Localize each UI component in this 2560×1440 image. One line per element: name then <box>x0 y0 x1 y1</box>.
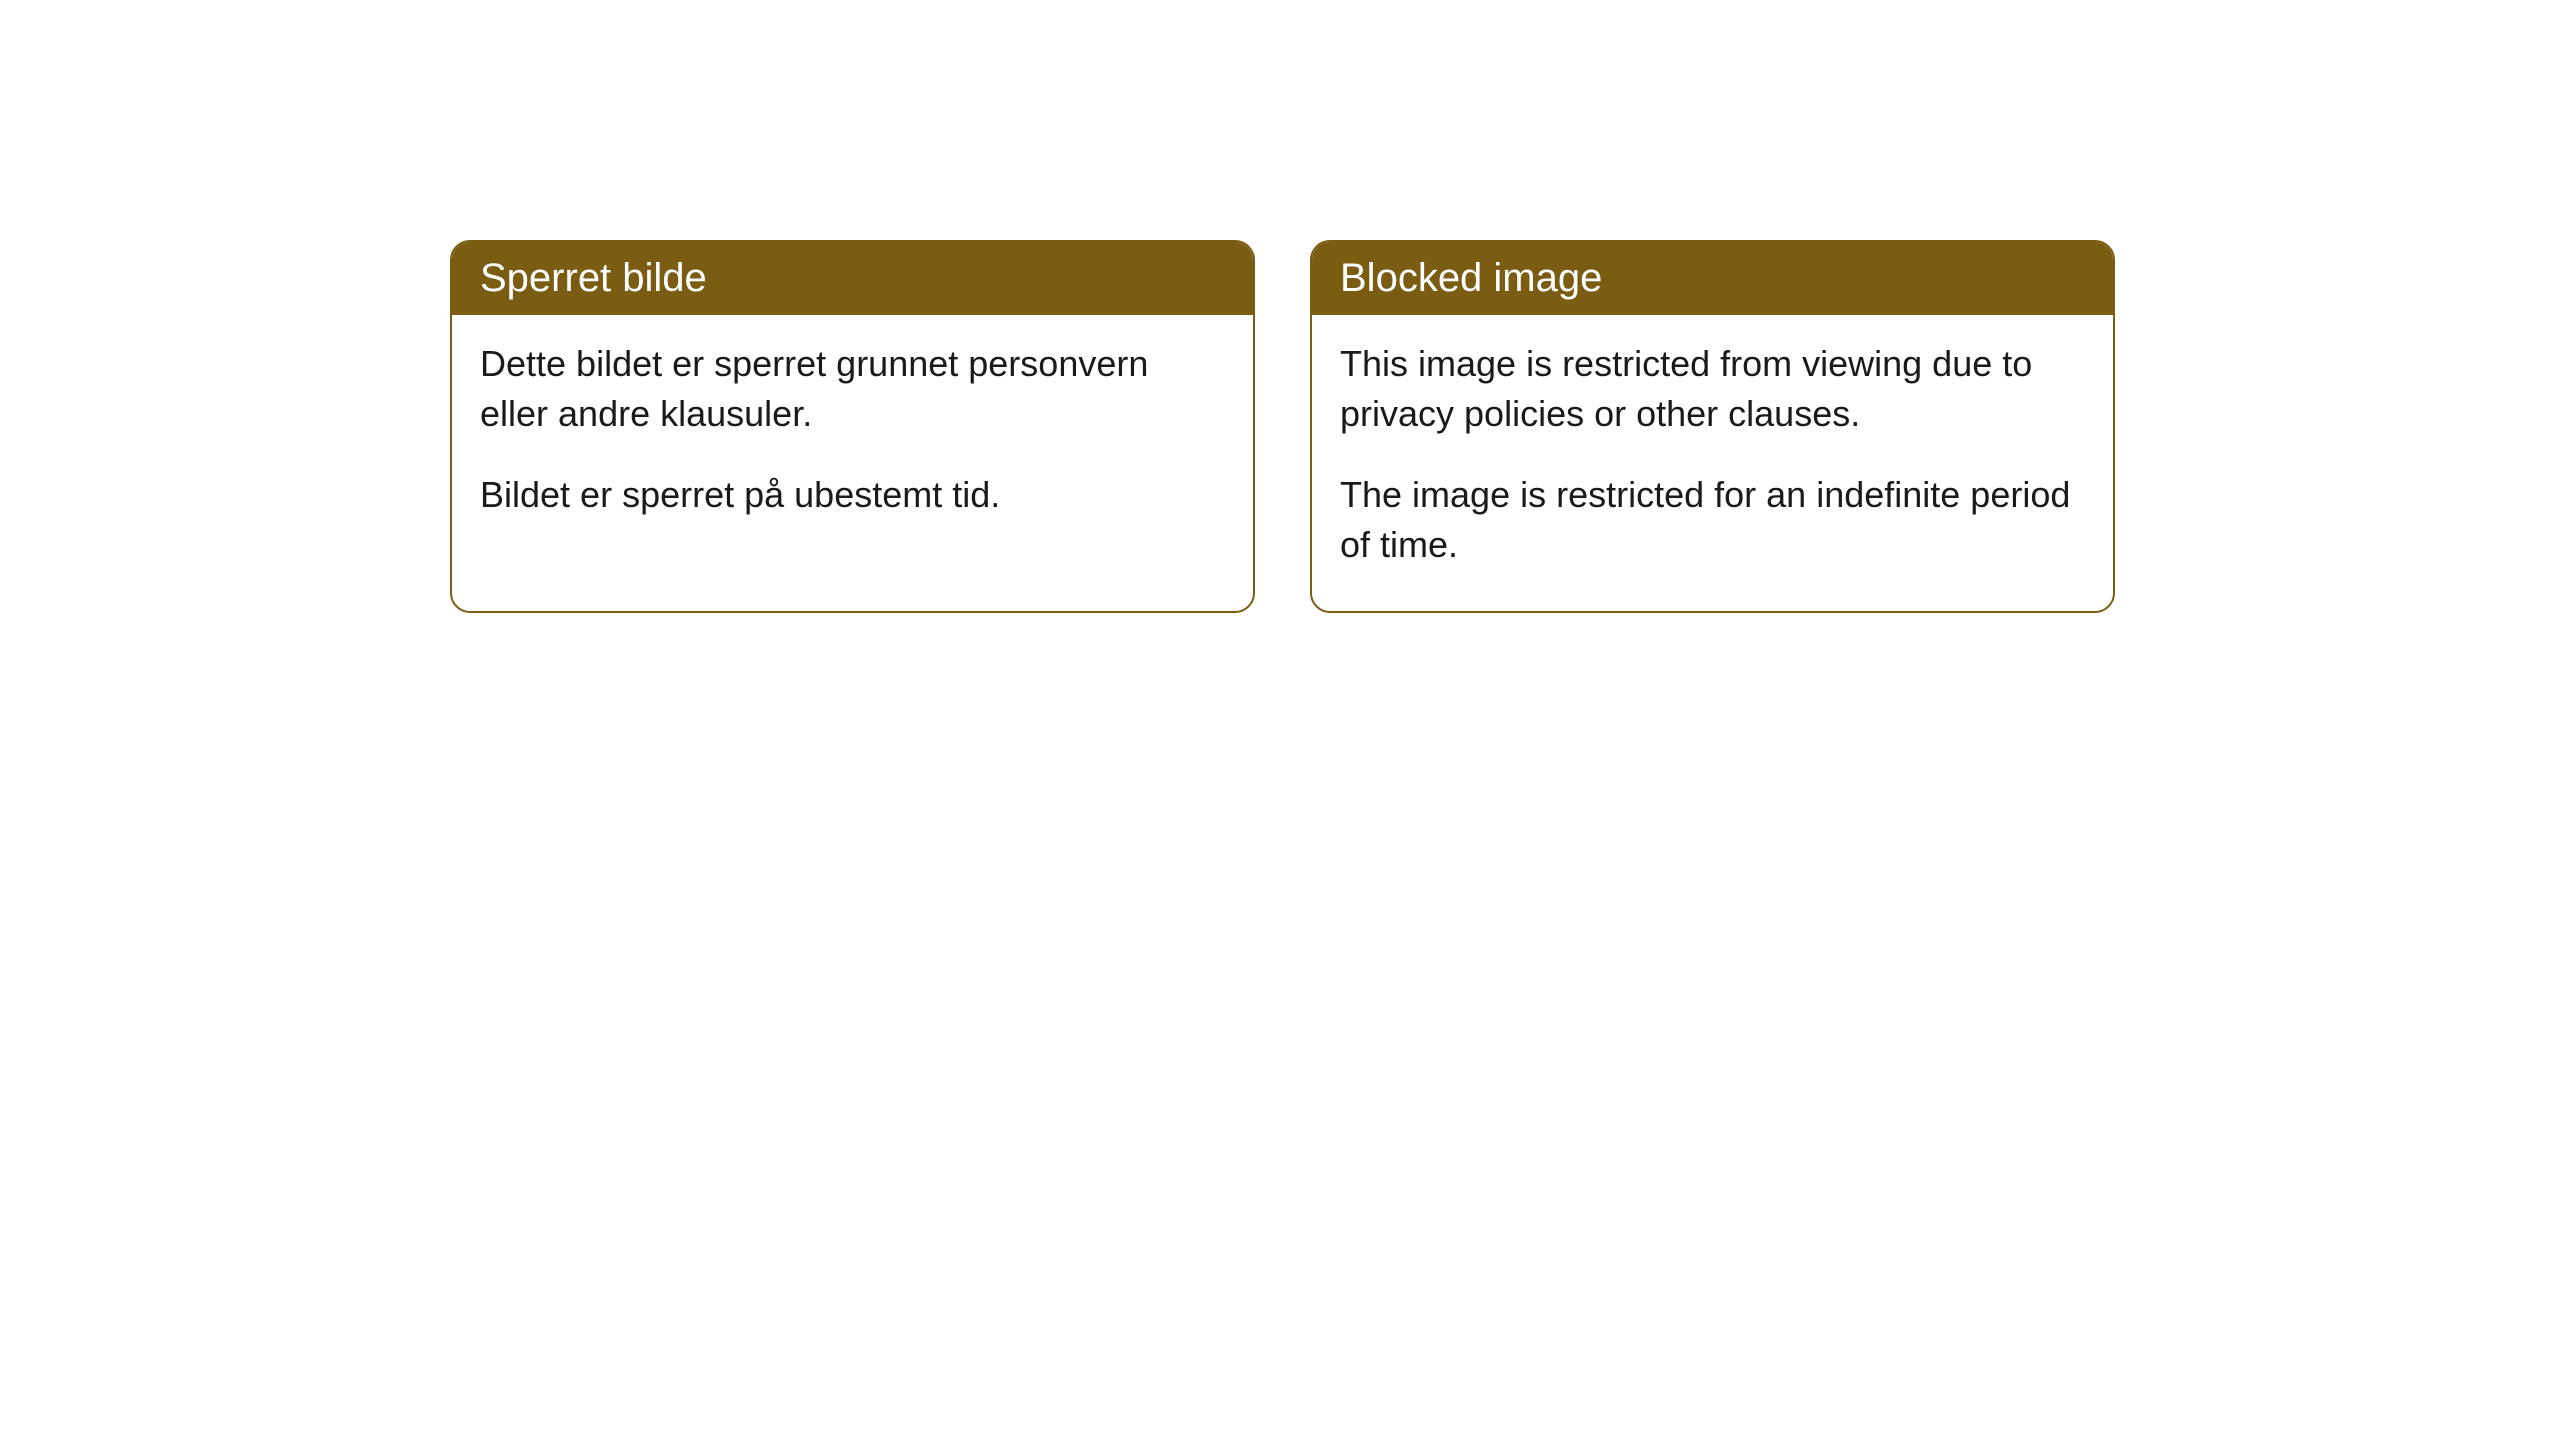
card-paragraph-2-norwegian: Bildet er sperret på ubestemt tid. <box>480 470 1225 520</box>
card-body-norwegian: Dette bildet er sperret grunnet personve… <box>452 315 1253 560</box>
card-paragraph-1-norwegian: Dette bildet er sperret grunnet personve… <box>480 339 1225 440</box>
card-norwegian: Sperret bilde Dette bildet er sperret gr… <box>450 240 1255 613</box>
card-english: Blocked image This image is restricted f… <box>1310 240 2115 613</box>
card-paragraph-1-english: This image is restricted from viewing du… <box>1340 339 2085 440</box>
cards-container: Sperret bilde Dette bildet er sperret gr… <box>450 240 2560 613</box>
card-paragraph-2-english: The image is restricted for an indefinit… <box>1340 470 2085 571</box>
card-header-norwegian: Sperret bilde <box>452 242 1253 315</box>
card-body-english: This image is restricted from viewing du… <box>1312 315 2113 611</box>
card-header-english: Blocked image <box>1312 242 2113 315</box>
